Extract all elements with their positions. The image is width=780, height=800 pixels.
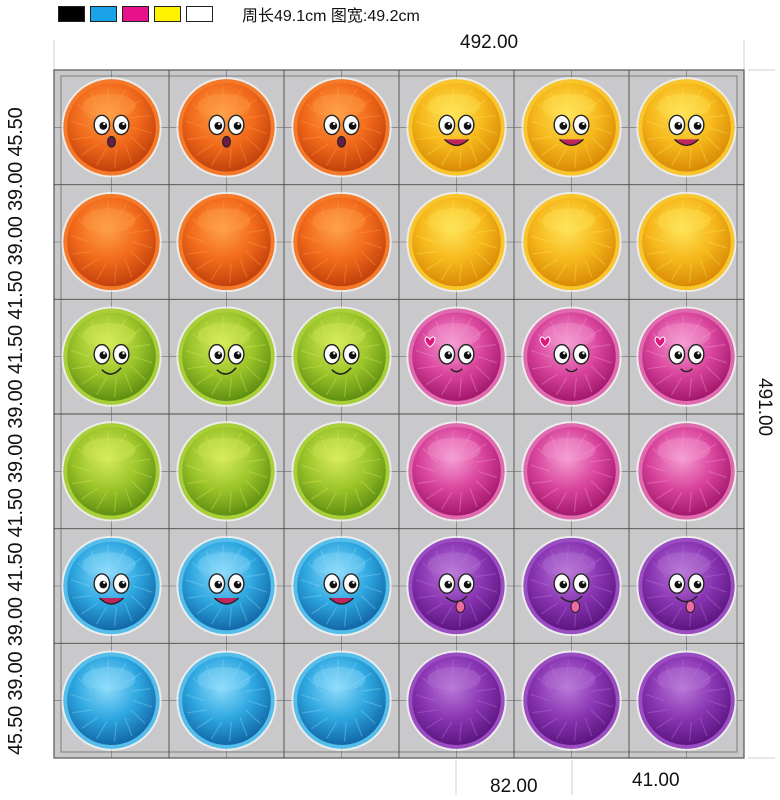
sticker-orange-plain <box>61 191 162 293</box>
sticker-purple-face <box>406 535 507 637</box>
color-swatch <box>58 6 85 22</box>
sticker-green-plain <box>176 421 277 522</box>
sticker-blue-plain <box>291 650 392 751</box>
sticker-yellow-face <box>636 77 737 178</box>
sticker-green-face <box>176 306 277 407</box>
sticker-blue-plain <box>61 650 162 751</box>
sticker-blue-face <box>291 535 392 637</box>
color-swatch <box>154 6 181 22</box>
color-swatch <box>90 6 117 22</box>
sticker-orange-face <box>176 77 277 178</box>
sticker-blue-face <box>176 535 277 637</box>
sticker-pink-plain <box>521 421 622 522</box>
sticker-pink-face <box>521 306 622 407</box>
half-cell-width-label: 41.00 <box>632 770 680 791</box>
sticker-yellow-plain <box>521 191 622 293</box>
sticker-orange-face <box>291 77 392 178</box>
sticker-green-face <box>61 306 162 407</box>
sticker-green-plain <box>291 421 392 522</box>
sticker-green-face <box>291 306 392 407</box>
sticker-purple-plain <box>521 650 622 751</box>
cell-width-label: 82.00 <box>490 776 538 797</box>
sticker-purple-plain <box>636 650 737 751</box>
sticker-pink-plain <box>636 421 737 522</box>
total-width-label: 492.00 <box>460 32 519 53</box>
sticker-yellow-plain <box>406 191 507 293</box>
sticker-blue-face <box>61 535 162 637</box>
sticker-purple-face <box>521 535 622 637</box>
sticker-blue-plain <box>176 650 277 751</box>
sticker-purple-face <box>636 535 737 637</box>
sticker-orange-plain <box>176 191 277 293</box>
sticker-orange-plain <box>291 191 392 293</box>
sticker-yellow-face <box>406 77 507 178</box>
sticker-orange-face <box>61 77 162 178</box>
size-note: 周长49.1cm 图宽:49.2cm <box>242 8 420 25</box>
sticker-green-plain <box>61 421 162 522</box>
color-swatch <box>186 6 213 22</box>
sticker-pink-face <box>636 306 737 407</box>
sticker-pink-face <box>406 306 507 407</box>
sticker-yellow-plain <box>636 191 737 293</box>
sticker-pink-plain <box>406 421 507 522</box>
sticker-yellow-face <box>521 77 622 178</box>
sticker-purple-plain <box>406 650 507 751</box>
color-swatch <box>122 6 149 22</box>
